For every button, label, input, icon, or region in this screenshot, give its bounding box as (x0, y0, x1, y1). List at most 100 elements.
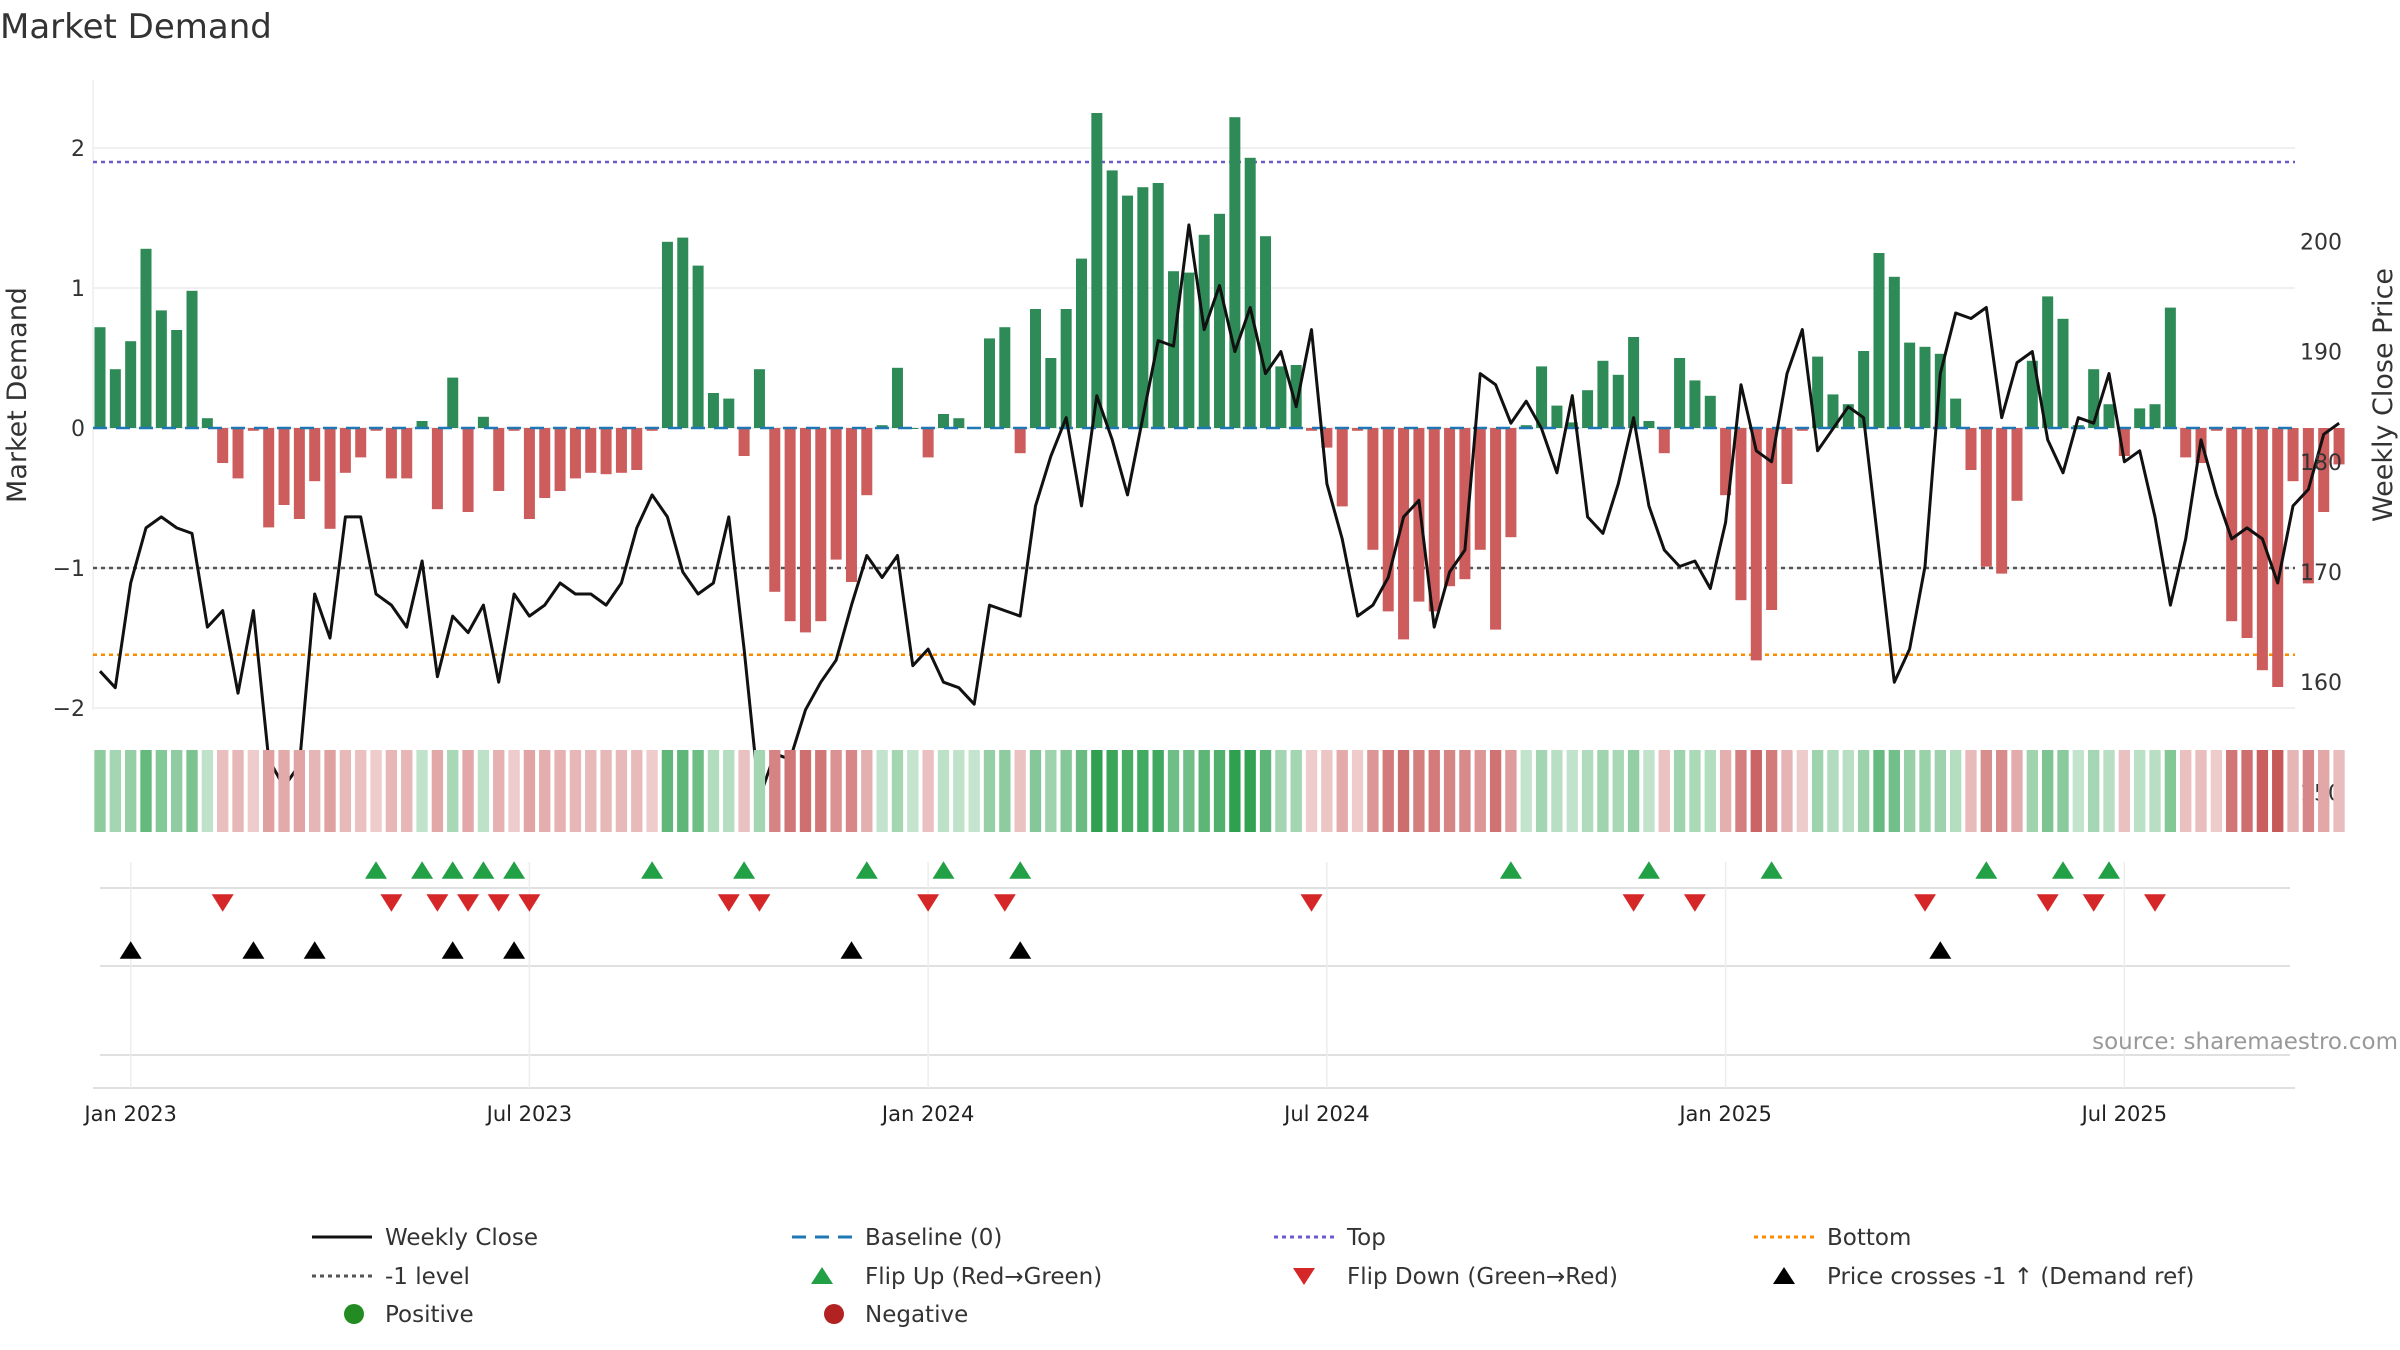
demand-bar (707, 393, 719, 428)
strip-cell (1428, 750, 1440, 832)
demand-bar (201, 418, 213, 428)
strip-cell (309, 750, 321, 832)
chart-title: Market Demand (0, 7, 272, 47)
strip-cell (2287, 750, 2299, 832)
x-tick-label: Jan 2023 (82, 1102, 177, 1126)
strip-cell (1811, 750, 1824, 832)
demand-bar (1168, 271, 1180, 428)
demand-bar (2287, 428, 2299, 482)
demand-bar (554, 428, 566, 491)
strip-cell (217, 750, 229, 832)
strip-cell (600, 750, 612, 832)
strip-cell (569, 750, 582, 832)
demand-bar (447, 377, 459, 428)
strip-cell (738, 750, 750, 832)
legend-label-price-cross: Price crosses -1 ↑ (Demand ref) (1827, 1264, 2194, 1290)
demand-bar (677, 237, 689, 428)
strip-cell (1980, 750, 1992, 832)
demand-bar (2164, 307, 2176, 428)
strip-cell (2026, 750, 2039, 832)
strip-cell (1781, 750, 1793, 832)
y2-axis-label: Weekly Close Price (2368, 268, 2399, 522)
flip-down-marker (717, 894, 740, 912)
strip-cell (1014, 750, 1026, 832)
strip-cell (1796, 750, 1808, 832)
demand-bar (907, 428, 919, 429)
demand-bar (1950, 398, 1962, 428)
demand-bar (493, 428, 505, 491)
flip-down-marker (748, 894, 771, 912)
flip-down-marker (2082, 894, 2105, 912)
demand-bar (293, 428, 305, 519)
demand-bar (355, 428, 367, 458)
strip-cell (753, 750, 766, 832)
demand-bar (1904, 342, 1916, 428)
demand-bar (324, 428, 336, 529)
strip-cell (1305, 750, 1318, 832)
demand-bar (1214, 213, 1226, 428)
x-tick-label: Jul 2025 (2080, 1102, 2167, 1126)
demand-bar (339, 428, 351, 473)
demand-bar (247, 428, 259, 431)
demand-bar (922, 428, 934, 458)
demand-bar (1597, 360, 1609, 428)
strip-cell (784, 750, 796, 832)
demand-bar (1582, 390, 1594, 428)
demand-bar (217, 428, 229, 463)
price-cross-marker (840, 941, 863, 959)
event-markers (119, 861, 2166, 959)
demand-bar (1229, 117, 1241, 428)
demand-bar (661, 241, 673, 428)
demand-bar (1628, 337, 1640, 428)
strip-cell (1121, 750, 1134, 832)
demand-bar (1444, 428, 1456, 587)
flip-down-marker (1914, 894, 1936, 912)
strip-cell (1413, 750, 1425, 832)
flip-down-marker (1683, 894, 1706, 912)
price-cross-marker (1929, 941, 1952, 959)
demand-bar (891, 367, 903, 428)
strip-cell (232, 750, 244, 832)
demand-bar (232, 428, 244, 479)
demand-bar (876, 425, 888, 428)
strip-cell (125, 750, 137, 832)
flip-down-marker (380, 894, 403, 912)
legend-label-positive: Positive (385, 1302, 474, 1328)
left-axis-ticks: 2 1 0 −1 −2 (53, 137, 85, 722)
strip-cell (539, 750, 551, 832)
strip-cell (1658, 750, 1670, 832)
flip-down-marker (487, 894, 510, 912)
strip-cell (1535, 750, 1548, 832)
strip-cell (431, 750, 444, 832)
strip-cell (1106, 750, 1118, 832)
demand-bar (1658, 428, 1670, 454)
demand-bar (1076, 258, 1088, 428)
strip-cell (2318, 750, 2330, 832)
demand-bar (2302, 428, 2314, 584)
strip-cell (1351, 750, 1364, 832)
demand-bar (953, 418, 965, 428)
demand-bar (799, 428, 811, 633)
demand-bar (631, 428, 643, 470)
demand-bar (1674, 358, 1686, 428)
strip-cell (2195, 750, 2207, 832)
demand-bar (1919, 346, 1931, 428)
demand-bar (1704, 395, 1716, 428)
strip-cell (2226, 750, 2238, 832)
demand-bar (1106, 170, 1118, 428)
strip-cell (1367, 750, 1379, 832)
legend-label-flip-up: Flip Up (Red→Green) (865, 1264, 1102, 1290)
demand-bar (2241, 428, 2253, 638)
strip-cell (1689, 750, 1701, 832)
strip-cell (845, 750, 858, 832)
demand-bar (2057, 318, 2069, 428)
strip-cell (2164, 750, 2177, 832)
demand-bar (401, 428, 413, 479)
strip-cell (1551, 750, 1563, 832)
price-cross-marker (242, 941, 265, 959)
strip-cell (1029, 750, 1042, 832)
strip-cell (937, 750, 950, 832)
demand-bar (140, 248, 152, 428)
flip-up-marker (1637, 861, 1660, 879)
demand-bar (1382, 428, 1394, 612)
